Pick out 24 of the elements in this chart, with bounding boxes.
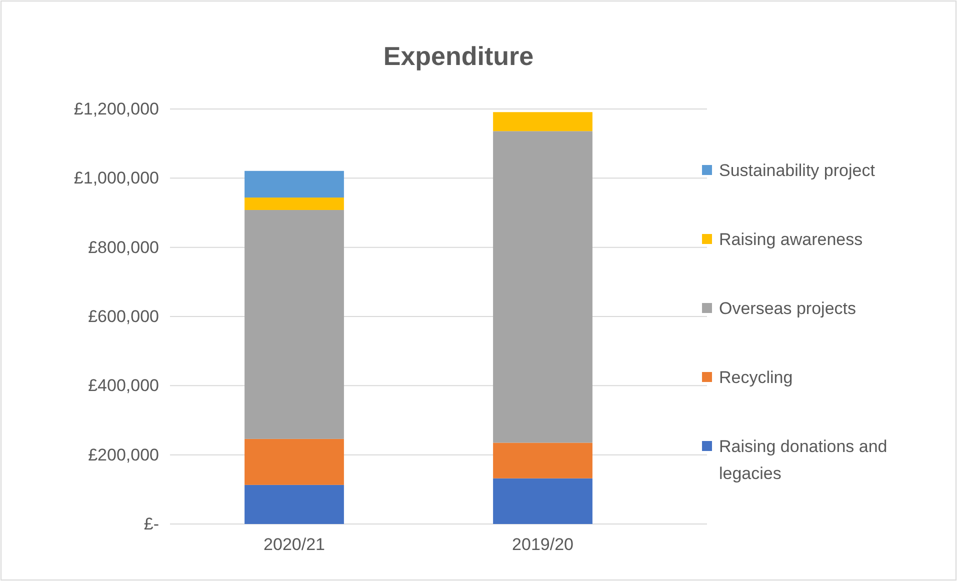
chart-title: Expenditure: [383, 41, 534, 71]
bar: [493, 478, 592, 524]
y-tick-label: £-: [144, 514, 159, 534]
y-tick-label: £400,000: [88, 376, 159, 396]
y-tick-label: £200,000: [88, 445, 159, 464]
bar: [244, 438, 344, 485]
bar: [493, 442, 592, 478]
y-tick-label: £1,000,000: [74, 168, 159, 188]
legend-label: Overseas projects: [719, 299, 856, 318]
bar: [493, 112, 592, 132]
legend-label: Sustainability project: [719, 161, 876, 180]
bar: [493, 131, 592, 443]
bar: [244, 484, 344, 524]
legend-label: Recycling: [719, 368, 793, 387]
bar: [244, 170, 344, 198]
y-tick-label: £800,000: [88, 238, 159, 257]
x-tick-label: 2020/21: [264, 535, 325, 554]
bar: [244, 210, 344, 439]
x-tick-label: 2019/20: [512, 535, 574, 554]
legend-label: Raising awareness: [719, 230, 863, 249]
bar: [244, 198, 344, 210]
y-tick-label: £1,200,000: [74, 99, 159, 118]
legend-label: Raising donations and legacies: [719, 437, 888, 483]
y-tick-label: £600,000: [88, 306, 159, 326]
